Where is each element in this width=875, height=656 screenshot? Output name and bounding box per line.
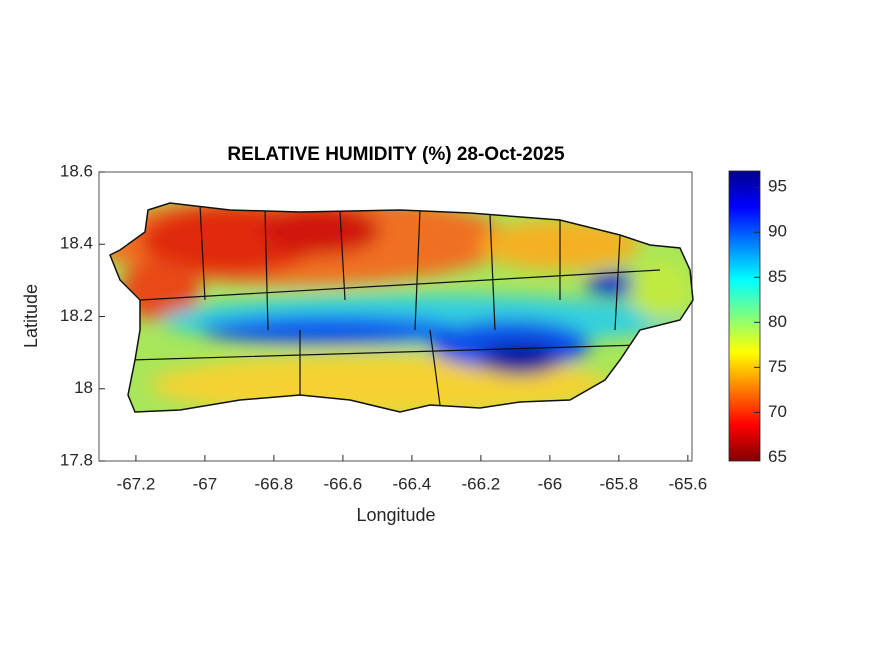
colorbar-tick-label: 65	[768, 447, 787, 466]
y-tick-label: 18.6	[60, 161, 93, 180]
chart-title: RELATIVE HUMIDITY (%) 28-Oct-2025	[227, 144, 565, 165]
colorbar	[728, 170, 761, 462]
colorbar-tick-label: 80	[768, 312, 787, 331]
x-tick-label: -67	[193, 474, 218, 493]
x-axis-label: Longitude	[356, 505, 435, 525]
colorbar-tick-label: 70	[768, 402, 787, 421]
colorbar-tick-label: 95	[768, 177, 787, 196]
colorbar-tick-label: 90	[768, 222, 787, 241]
y-tick-label: 18.2	[60, 306, 93, 325]
colorbar-tick-label: 75	[768, 357, 787, 376]
x-tick-label: -66.4	[393, 474, 432, 493]
coastline	[109, 202, 694, 413]
colorbar-tick-label: 85	[768, 267, 787, 286]
x-tick-label: -67.2	[117, 474, 156, 493]
x-tick-label: -65.8	[599, 474, 638, 493]
y-axis-label: Latitude	[21, 284, 41, 348]
x-tick-label: -66.2	[462, 474, 501, 493]
x-tick-label: -66.8	[255, 474, 294, 493]
x-tick-label: -66	[538, 474, 563, 493]
humidity-field	[110, 203, 693, 412]
y-tick-label: 17.8	[60, 450, 93, 469]
y-tick-label: 18.4	[60, 234, 93, 253]
x-tick-label: -65.6	[668, 474, 707, 493]
x-tick-label: -66.6	[324, 474, 363, 493]
y-tick-label: 18	[74, 378, 93, 397]
